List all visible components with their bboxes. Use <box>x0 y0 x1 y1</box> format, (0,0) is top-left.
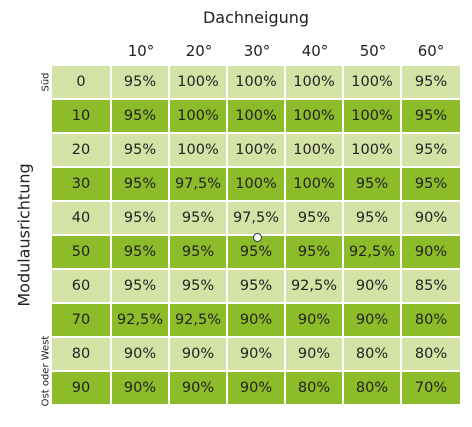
row-label: 40 <box>52 202 112 236</box>
column-header: 40° <box>301 42 329 60</box>
row-label: 10 <box>52 100 112 134</box>
table-cell: 95% <box>112 134 170 168</box>
table-cell: 95% <box>170 270 228 304</box>
row-label: 50 <box>52 236 112 270</box>
table-cell: 85% <box>402 270 460 304</box>
table-cell: 95% <box>170 202 228 236</box>
table-cell: 100% <box>170 66 228 100</box>
table-cell: 95% <box>286 202 344 236</box>
table-cell: 100% <box>228 100 286 134</box>
table-cell: 90% <box>112 338 170 372</box>
table-cell: 90% <box>402 202 460 236</box>
table-cell: 80% <box>344 338 402 372</box>
row-edge-label-bottom-text: Ost oder West <box>40 335 52 407</box>
table-cell: 92,5% <box>286 270 344 304</box>
table-cell: 95% <box>112 202 170 236</box>
table-cell: 90% <box>402 236 460 270</box>
table-cell: 80% <box>344 372 402 406</box>
table-cell: 100% <box>344 134 402 168</box>
column-header: 60° <box>417 42 445 60</box>
table-cell: 100% <box>344 66 402 100</box>
table-cell: 95% <box>112 168 170 202</box>
table-cell: 80% <box>402 338 460 372</box>
row-label: 30 <box>52 168 112 202</box>
column-axis-title: Dachneigung <box>202 8 310 27</box>
table-cell: 90% <box>112 372 170 406</box>
marker-dot <box>252 232 262 242</box>
table-cell: 92,5% <box>170 304 228 338</box>
table-cell: 90% <box>228 304 286 338</box>
row-label: 70 <box>52 304 112 338</box>
table-cell: 100% <box>228 66 286 100</box>
percentage-table: 0 95% 100% 100% 100% 100% 95% 10 95% 100% 100% 100%… <box>52 66 460 406</box>
table-cell: 95% <box>286 236 344 270</box>
table-cell: 90% <box>344 304 402 338</box>
row-label: 90 <box>52 372 112 406</box>
table-cell: 70% <box>402 372 460 406</box>
table-cell: 92,5% <box>112 304 170 338</box>
table-cell: 95% <box>112 236 170 270</box>
table-cell: 90% <box>228 338 286 372</box>
table-cell: 80% <box>286 372 344 406</box>
table-cell: 90% <box>170 338 228 372</box>
table-cell: 95% <box>170 236 228 270</box>
table-cell: 100% <box>228 134 286 168</box>
table-cell: 100% <box>286 66 344 100</box>
row-label: 20 <box>52 134 112 168</box>
row-edge-label-top-text: Süd <box>40 72 52 92</box>
table-cell: 95% <box>344 202 402 236</box>
table-cell: 90% <box>344 270 402 304</box>
table-cell: 95% <box>344 168 402 202</box>
table-cell: 92,5% <box>344 236 402 270</box>
table-cell: 95% <box>402 66 460 100</box>
table-cell: 100% <box>170 100 228 134</box>
table-cell: 100% <box>170 134 228 168</box>
table-cell: 100% <box>286 168 344 202</box>
table-cell: 90% <box>170 372 228 406</box>
column-header: 50° <box>359 42 387 60</box>
row-axis-title-text: Modulausrichtung <box>14 163 34 307</box>
table-cell: 97,5% <box>170 168 228 202</box>
table-cell: 95% <box>402 168 460 202</box>
column-header: 10° <box>127 42 155 60</box>
column-header: 20° <box>185 42 213 60</box>
table-cell: 95% <box>402 100 460 134</box>
table-cell: 80% <box>402 304 460 338</box>
table-cell: 100% <box>228 168 286 202</box>
table-cell: 95% <box>112 270 170 304</box>
table-cell: 95% <box>228 270 286 304</box>
table-cell: 90% <box>286 338 344 372</box>
table-cell: 95% <box>112 66 170 100</box>
column-header: 30° <box>243 42 271 60</box>
table-cell: 100% <box>344 100 402 134</box>
table-cell: 95% <box>402 134 460 168</box>
row-label: 0 <box>52 66 112 100</box>
table-cell: 97,5% <box>228 202 286 236</box>
table-cell: 100% <box>286 100 344 134</box>
table-cell: 90% <box>286 304 344 338</box>
row-label: 60 <box>52 270 112 304</box>
table-cell: 95% <box>112 100 170 134</box>
table-cell: 90% <box>228 372 286 406</box>
table-cell: 100% <box>286 134 344 168</box>
row-label: 80 <box>52 338 112 372</box>
table-cell: 95% <box>228 236 286 270</box>
